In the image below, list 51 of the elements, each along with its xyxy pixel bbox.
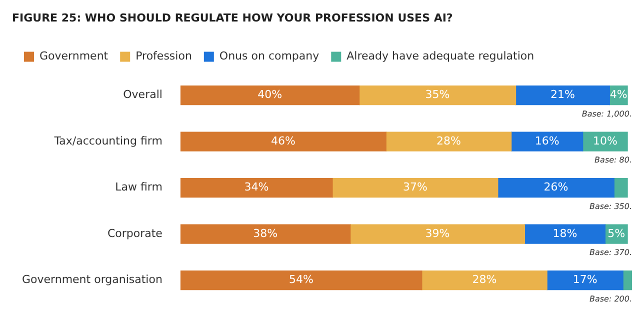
data-label: 18%: [552, 226, 578, 240]
y-tick-label: Corporate: [107, 226, 163, 240]
bar: [180, 224, 351, 244]
legend-label: Government: [40, 50, 109, 63]
y-tick-label: Government organisation: [22, 273, 162, 286]
data-label: 5%: [608, 226, 626, 240]
bar: [524, 224, 606, 244]
bar: [422, 270, 548, 290]
annotation: Base: 200.: [589, 294, 632, 304]
data-label: 17%: [572, 273, 598, 286]
data-label: 28%: [436, 134, 461, 148]
bar: [614, 178, 628, 198]
bar: [332, 178, 498, 198]
data-label: 34%: [244, 180, 269, 194]
data-label: 16%: [534, 134, 560, 148]
data-label: 39%: [425, 226, 450, 240]
legend-label: Onus on company: [219, 50, 320, 63]
bar: [180, 132, 386, 152]
data-label: 28%: [472, 273, 497, 286]
bar: [546, 270, 624, 290]
legend-label: Already have adequate regulation: [346, 50, 534, 63]
bar: [350, 224, 526, 244]
annotation: Base: 350.: [589, 202, 632, 211]
bar: [180, 85, 360, 106]
y-tick-label: Tax/accounting firm: [53, 134, 162, 148]
bar: [358, 85, 516, 106]
data-label: 54%: [288, 273, 314, 286]
data-label: 38%: [253, 226, 278, 240]
annotation: Base: 80.: [594, 156, 632, 165]
bar: [515, 85, 610, 106]
bar: [582, 132, 628, 152]
data-label: 40%: [258, 88, 282, 102]
data-label: 21%: [550, 88, 575, 102]
bar: [180, 270, 422, 290]
y-tick-label: Overall: [123, 88, 162, 102]
legend-label: Profession: [136, 50, 192, 63]
chart-title: FIGURE 25: WHO SHOULD REGULATE HOW YOUR PROFESSION USES AI?: [12, 11, 453, 24]
annotation: Base: 1,000.: [582, 109, 632, 118]
y-tick-label: Law firm: [115, 180, 162, 194]
bar: [498, 178, 614, 198]
bar: [386, 132, 512, 152]
data-label: 4%: [610, 88, 628, 102]
data-label: 26%: [544, 180, 568, 194]
bar: [510, 132, 584, 152]
bar: [180, 178, 333, 198]
annotation: Base: 370.: [589, 248, 632, 258]
data-label: 46%: [271, 134, 296, 148]
bar: [622, 270, 632, 290]
data-label: 35%: [425, 88, 450, 102]
data-label: 10%: [592, 134, 618, 148]
data-label: 37%: [402, 180, 428, 194]
